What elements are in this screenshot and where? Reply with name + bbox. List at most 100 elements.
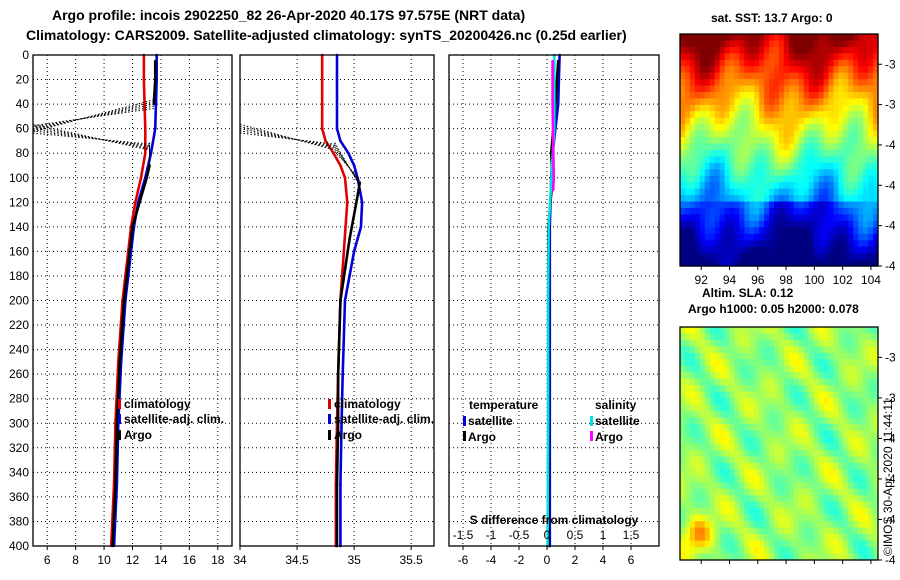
map-cell bbox=[783, 469, 790, 477]
map-cell bbox=[808, 150, 815, 158]
map-cell bbox=[828, 534, 835, 542]
map-cell bbox=[779, 53, 785, 61]
map-cell bbox=[793, 240, 800, 248]
map-cell bbox=[764, 53, 770, 61]
map-cell bbox=[813, 430, 820, 438]
map-cell bbox=[783, 214, 790, 222]
map-cell bbox=[754, 437, 760, 445]
map-cell bbox=[714, 346, 721, 354]
map-cell bbox=[833, 411, 839, 419]
map-cell bbox=[783, 456, 790, 464]
map-cell bbox=[744, 117, 750, 125]
map-cell bbox=[868, 339, 874, 348]
map-cell bbox=[729, 540, 736, 548]
map-cell bbox=[808, 391, 815, 399]
map-cell bbox=[823, 111, 830, 119]
map-cell bbox=[808, 482, 815, 490]
map-cell bbox=[759, 156, 765, 164]
map-cell bbox=[739, 553, 745, 561]
map-cell bbox=[858, 365, 864, 373]
map-cell bbox=[684, 98, 691, 106]
map-cell bbox=[684, 437, 691, 445]
map-cell bbox=[823, 188, 830, 196]
map-cell bbox=[833, 143, 839, 151]
map-cell bbox=[734, 547, 740, 555]
map-cell bbox=[709, 175, 716, 183]
map-cell bbox=[779, 214, 785, 222]
map-cell bbox=[764, 359, 770, 367]
map-cell bbox=[709, 359, 716, 367]
map-cell bbox=[689, 417, 696, 425]
map-cell bbox=[749, 169, 755, 177]
map-cell bbox=[818, 327, 825, 335]
map-cell bbox=[709, 240, 716, 248]
map-cell bbox=[868, 220, 874, 228]
map-cell bbox=[754, 475, 760, 483]
map-cell bbox=[868, 104, 874, 112]
map-cell bbox=[714, 391, 721, 399]
map-cell bbox=[764, 534, 770, 542]
map-cell bbox=[808, 130, 815, 138]
map-cell bbox=[833, 508, 839, 516]
map-cell bbox=[843, 437, 849, 445]
map-cell bbox=[689, 495, 696, 503]
map-cell bbox=[803, 259, 810, 267]
map-cell bbox=[689, 514, 696, 522]
map-cell bbox=[823, 175, 830, 183]
map-cell bbox=[833, 130, 839, 138]
map-cell bbox=[808, 385, 815, 393]
map-cell bbox=[774, 495, 780, 503]
map-cell bbox=[739, 508, 745, 516]
map-cell bbox=[808, 327, 815, 335]
map-cell bbox=[838, 92, 844, 100]
map-cell bbox=[793, 339, 800, 348]
map-cell bbox=[783, 208, 790, 216]
map-cell bbox=[764, 501, 770, 509]
map-cell bbox=[754, 214, 760, 222]
map-cell bbox=[680, 443, 686, 451]
map-cell bbox=[783, 437, 790, 445]
map-cell bbox=[803, 417, 810, 425]
map-cell bbox=[704, 378, 711, 386]
map-cell bbox=[793, 175, 800, 183]
map-cell bbox=[783, 411, 790, 419]
map-cell bbox=[828, 339, 835, 348]
map-cell bbox=[729, 333, 736, 341]
map-cell bbox=[853, 259, 859, 267]
map-cell bbox=[729, 137, 736, 145]
map-cell bbox=[714, 372, 721, 380]
map-cell bbox=[803, 534, 810, 542]
map-cell bbox=[813, 227, 820, 235]
map-cell bbox=[754, 240, 760, 248]
map-cell bbox=[828, 462, 835, 470]
map-cell bbox=[684, 482, 691, 490]
map-cell bbox=[699, 92, 706, 100]
map-cell bbox=[818, 208, 825, 216]
map-cell bbox=[684, 365, 691, 373]
map-cell bbox=[838, 182, 844, 190]
map-cell bbox=[769, 175, 775, 183]
map-cell bbox=[833, 456, 839, 464]
map-cell bbox=[788, 469, 795, 477]
map-cell bbox=[749, 456, 755, 464]
map-cell bbox=[783, 527, 790, 535]
map-cell bbox=[813, 385, 820, 393]
map-cell bbox=[848, 246, 854, 254]
map-cell bbox=[759, 66, 765, 74]
map-cell bbox=[764, 449, 770, 458]
map-cell bbox=[838, 430, 844, 438]
map-cell bbox=[754, 66, 760, 74]
map-cell bbox=[714, 137, 721, 145]
map-cell bbox=[694, 220, 701, 228]
map-cell bbox=[709, 411, 716, 419]
map-cell bbox=[774, 501, 780, 509]
map-cell bbox=[823, 462, 830, 470]
map-cell bbox=[729, 327, 736, 335]
map-cell bbox=[788, 333, 795, 341]
map-cell bbox=[759, 143, 765, 151]
map-cell bbox=[764, 253, 770, 261]
map-cell bbox=[823, 214, 830, 222]
map-cell bbox=[843, 162, 849, 170]
map-cell bbox=[853, 162, 859, 170]
map-cell bbox=[774, 117, 780, 125]
